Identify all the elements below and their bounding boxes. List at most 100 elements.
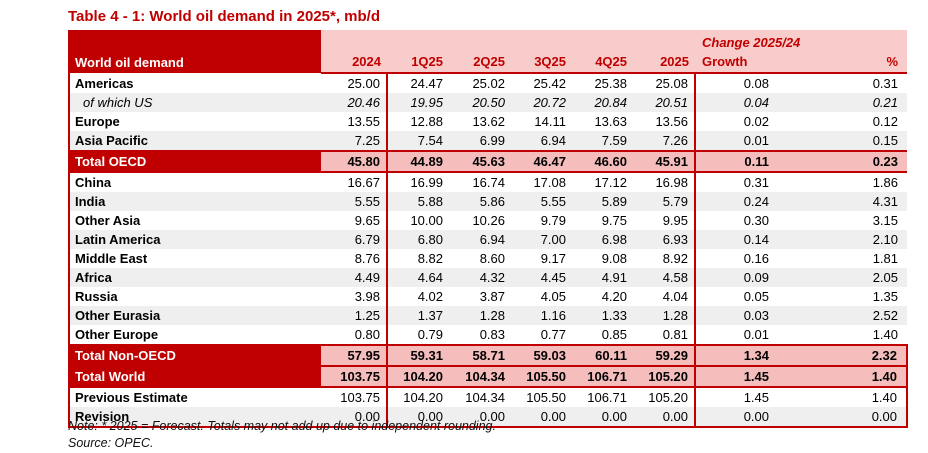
value-cell: 2.05 [775, 268, 907, 287]
value-cell: 9.08 [572, 249, 633, 268]
value-cell: 45.91 [633, 150, 696, 173]
value-cell: 3.87 [449, 287, 511, 306]
value-cell: 1.86 [775, 172, 907, 192]
row-label: Asia Pacific [69, 131, 321, 151]
value-cell: 13.56 [633, 112, 696, 131]
value-cell: 59.29 [633, 344, 696, 367]
value-cell: 6.99 [449, 131, 511, 151]
row-label: Previous Estimate [69, 387, 321, 407]
table-row: Other Europe 0.80 0.79 0.83 0.77 0.85 0.81 0.01… [69, 325, 907, 345]
value-cell: 5.79 [633, 192, 696, 211]
value-cell: 0.85 [572, 325, 633, 345]
value-cell: 6.98 [572, 230, 633, 249]
value-cell: 0.00 [449, 407, 511, 428]
value-cell: 1.81 [775, 249, 907, 268]
row-label: Total World [69, 365, 321, 388]
value-cell: 46.60 [572, 150, 633, 173]
value-cell: 20.46 [321, 93, 388, 112]
value-cell: 1.28 [633, 306, 696, 325]
value-cell: 4.64 [387, 268, 449, 287]
table-row: Europe 13.55 12.88 13.62 14.11 13.63 13.56 0.02… [69, 112, 907, 131]
table-row: Middle East 8.76 8.82 8.60 9.17 9.08 8.92 0.16 1… [69, 249, 907, 268]
value-cell: 45.63 [449, 150, 511, 173]
table-row: Asia Pacific 7.25 7.54 6.99 6.94 7.59 7.26 0.01… [69, 131, 907, 151]
value-cell: 13.55 [321, 112, 388, 131]
table-row: Latin America 6.79 6.80 6.94 7.00 6.98 6.93 0.1… [69, 230, 907, 249]
col-header-3q25: 3Q25 [511, 50, 572, 74]
corner-header: World oil demand [69, 30, 321, 73]
value-cell: 0.00 [511, 407, 572, 428]
value-cell: 25.42 [511, 73, 572, 93]
value-cell: 1.40 [775, 325, 907, 345]
value-cell: 0.00 [775, 407, 908, 428]
value-cell: 1.45 [695, 387, 775, 407]
page-title: Table 4 - 1: World oil demand in 2025*, … [68, 8, 381, 25]
value-cell: 19.95 [387, 93, 449, 112]
row-label: Other Asia [69, 211, 321, 230]
value-cell: 57.95 [321, 344, 388, 367]
row-label: Russia [69, 287, 321, 306]
col-header-1q25: 1Q25 [387, 50, 449, 74]
table-row: Previous Estimate 103.75 104.20 104.34 105.5… [69, 387, 908, 407]
header-spacer [321, 30, 695, 50]
value-cell: 1.34 [695, 344, 775, 367]
value-cell: 5.89 [572, 192, 633, 211]
col-header-4q25: 4Q25 [572, 50, 633, 74]
row-label: of which US [69, 93, 321, 112]
value-cell: 0.24 [695, 192, 775, 211]
value-cell: 4.04 [633, 287, 696, 306]
value-cell: 9.65 [321, 211, 388, 230]
value-cell: 20.84 [572, 93, 633, 112]
value-cell: 6.94 [449, 230, 511, 249]
value-cell: 106.71 [572, 365, 633, 388]
value-cell: 5.88 [387, 192, 449, 211]
table-row: India 5.55 5.88 5.86 5.55 5.89 5.79 0.24 4.31 [69, 192, 907, 211]
value-cell: 0.12 [775, 112, 907, 131]
value-cell: 0.81 [633, 325, 696, 345]
value-cell: 0.04 [695, 93, 775, 112]
value-cell: 16.74 [449, 172, 511, 192]
row-label: Total Non-OECD [69, 344, 321, 367]
value-cell: 59.03 [511, 344, 572, 367]
value-cell: 103.75 [321, 365, 388, 388]
value-cell: 104.34 [449, 365, 511, 388]
value-cell: 3.98 [321, 287, 388, 306]
value-cell: 5.55 [321, 192, 388, 211]
value-cell: 2.52 [775, 306, 907, 325]
row-label: Other Eurasia [69, 306, 321, 325]
value-cell: 8.76 [321, 249, 388, 268]
table-body: Americas 25.00 24.47 25.02 25.42 25.38 25.08 0.… [69, 73, 908, 428]
value-cell: 105.20 [633, 365, 696, 388]
value-cell: 0.79 [387, 325, 449, 345]
value-cell: 1.45 [695, 365, 775, 388]
value-cell: 25.38 [572, 73, 633, 93]
value-cell: 0.16 [695, 249, 775, 268]
value-cell: 60.11 [572, 344, 633, 367]
value-cell: 46.47 [511, 150, 572, 173]
value-cell: 4.05 [511, 287, 572, 306]
col-header-percent: % [775, 50, 907, 74]
value-cell: 5.55 [511, 192, 572, 211]
value-cell: 4.49 [321, 268, 388, 287]
value-cell: 9.17 [511, 249, 572, 268]
value-cell: 7.00 [511, 230, 572, 249]
value-cell: 0.00 [633, 407, 696, 428]
value-cell: 20.50 [449, 93, 511, 112]
value-cell: 10.00 [387, 211, 449, 230]
value-cell: 0.00 [387, 407, 449, 428]
value-cell: 59.31 [387, 344, 449, 367]
value-cell: 0.31 [775, 73, 907, 93]
value-cell: 58.71 [449, 344, 511, 367]
row-label: Americas [69, 73, 321, 93]
value-cell: 4.91 [572, 268, 633, 287]
table-row: Russia 3.98 4.02 3.87 4.05 4.20 4.04 0.05 1.35 [69, 287, 907, 306]
value-cell: 10.26 [449, 211, 511, 230]
value-cell: 4.31 [775, 192, 907, 211]
value-cell: 1.33 [572, 306, 633, 325]
value-cell: 6.80 [387, 230, 449, 249]
value-cell: 6.93 [633, 230, 696, 249]
table-row: Americas 25.00 24.47 25.02 25.42 25.38 25.08 0.… [69, 73, 907, 93]
value-cell: 17.08 [511, 172, 572, 192]
value-cell: 9.95 [633, 211, 696, 230]
